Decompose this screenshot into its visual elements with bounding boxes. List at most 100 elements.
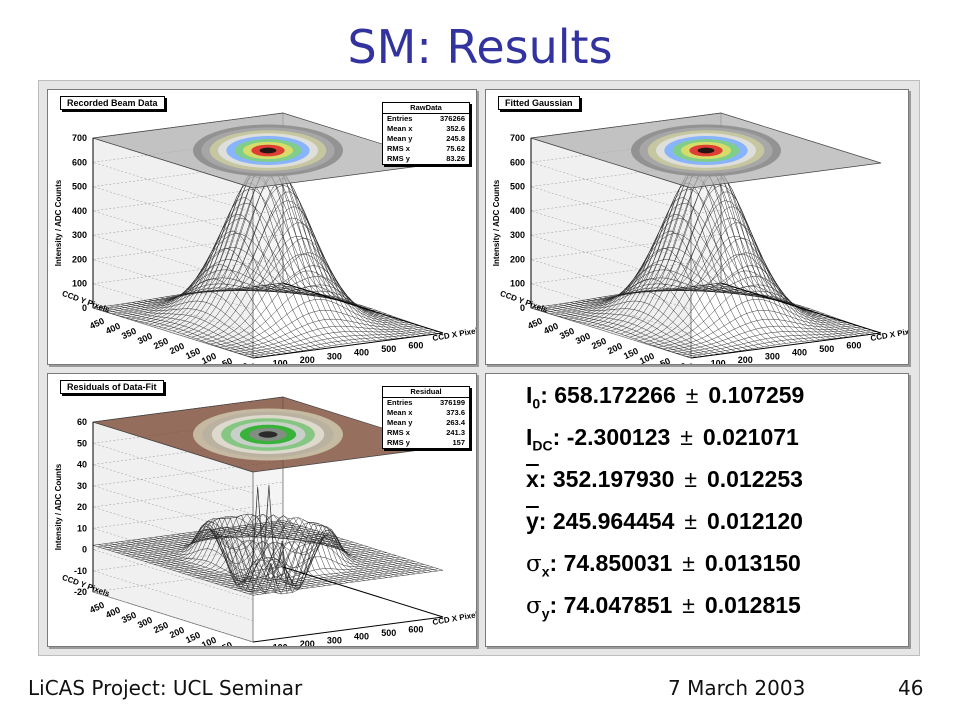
y-tick-label: 150 xyxy=(622,346,640,361)
z-tick-label: 400 xyxy=(72,206,87,216)
z-tick-label: 200 xyxy=(72,254,87,264)
mesh-line-y xyxy=(255,286,416,337)
stats-box-name: Residual xyxy=(383,387,469,398)
stats-row: Mean x 352.6 xyxy=(387,124,465,133)
y-tick-label: 400 xyxy=(104,321,122,336)
y-tick-label: 150 xyxy=(184,630,202,645)
mesh-line-y xyxy=(221,514,382,579)
y-tick-label: 250 xyxy=(152,336,170,351)
y-tick-label: 0 xyxy=(679,361,688,364)
z-tick-label: 700 xyxy=(72,133,87,143)
mesh-line-y xyxy=(215,513,376,580)
stats-row: RMS x 75.62 xyxy=(387,144,465,153)
z-tick-label: 100 xyxy=(72,279,87,289)
mesh-line-x xyxy=(578,233,769,322)
mesh-line-x xyxy=(130,516,321,558)
mesh-line-x xyxy=(530,282,722,309)
z-tick-label: 500 xyxy=(510,182,525,192)
mesh-line-y xyxy=(665,238,826,340)
mesh-line-x xyxy=(592,188,783,326)
fit-result-row: IDC: -2.300123 ±0.021071 xyxy=(526,424,799,454)
z-tick-label: -10 xyxy=(74,566,87,576)
fit-result-row: I0: 658.172266 ±0.107259 xyxy=(526,382,804,412)
stats-box-name: RawData xyxy=(383,103,469,114)
mesh-line-x xyxy=(252,570,444,596)
plot-title: Fitted Gaussian xyxy=(498,96,580,110)
mesh-line-y xyxy=(238,522,399,577)
x-tick-label: 500 xyxy=(381,344,396,354)
y-tick-label: 450 xyxy=(88,316,106,331)
param-value: 245.964454 xyxy=(552,508,675,534)
mesh-line-x xyxy=(121,528,312,555)
mesh-line-x xyxy=(554,283,745,316)
z-tick-label: 0 xyxy=(520,303,525,313)
y-tick-label: 100 xyxy=(200,635,218,646)
y-tick-label: 350 xyxy=(120,610,138,625)
footer-date: 7 March 2003 xyxy=(668,676,806,700)
figure-canvas: 0 100 200 300 400 500 600 700 Intensity / ADC Co… xyxy=(38,80,920,656)
x-tick-label: 600 xyxy=(408,625,423,635)
mesh-line-y xyxy=(698,285,859,337)
mesh-line-x xyxy=(163,519,354,586)
mesh-line-y xyxy=(260,522,421,574)
x-tick-label: 200 xyxy=(300,355,315,364)
z-tick-label: 200 xyxy=(510,254,525,264)
param-error: 0.012253 xyxy=(707,466,803,492)
mesh-line-x xyxy=(92,520,284,546)
y-tick-label: 100 xyxy=(638,351,656,364)
stats-row: RMS y 157 xyxy=(387,438,465,447)
floor-edge xyxy=(252,282,444,359)
mesh-line-x xyxy=(140,233,331,322)
mesh-line-y xyxy=(232,252,393,340)
mesh-line-y xyxy=(260,285,421,337)
mesh-line-y xyxy=(232,517,393,578)
surface-mesh xyxy=(530,160,882,359)
z-tick-label: 300 xyxy=(72,230,87,240)
mesh-line-y xyxy=(648,191,809,342)
mesh-line-x xyxy=(116,527,307,553)
mesh-line-x xyxy=(125,527,316,556)
page-number: 46 xyxy=(898,676,924,700)
y-tick-label: 100 xyxy=(200,351,218,364)
param-colon: : xyxy=(538,466,553,492)
panel-recorded-beam: 0 100 200 300 400 500 600 700 Intensity / ADC Co… xyxy=(47,89,477,365)
x-tick-label: 200 xyxy=(738,355,753,364)
contour-ring xyxy=(259,147,277,154)
z-tick-label: 0 xyxy=(82,303,87,313)
mesh-line-x xyxy=(154,188,345,326)
y-tick-label: 450 xyxy=(88,600,106,615)
mesh-line-x xyxy=(116,283,307,316)
mesh-line-y xyxy=(92,545,254,596)
z-tick-label: 30 xyxy=(77,481,87,491)
param-error: 0.012815 xyxy=(704,592,801,618)
slide-title: SM: Results xyxy=(347,20,613,74)
param-colon: : xyxy=(549,592,564,618)
mesh-line-x xyxy=(135,513,326,559)
y-tick-label: 200 xyxy=(168,341,186,356)
param-value: 352.197930 xyxy=(552,466,675,492)
x-tick-label: 300 xyxy=(765,351,780,361)
param-symbol: I xyxy=(526,382,533,408)
mesh-line-y xyxy=(210,191,371,342)
z-tick-label: 0 xyxy=(82,545,87,555)
mesh-line-y xyxy=(266,522,427,573)
z-tick-label: 20 xyxy=(77,502,87,512)
contour-ring xyxy=(258,431,278,438)
stats-row: Mean y 263.4 xyxy=(387,418,465,427)
mesh-line-y xyxy=(693,286,854,337)
x-tick-label: 400 xyxy=(354,348,369,358)
x-axis-label: CCD X Pixels xyxy=(432,325,476,343)
param-value: 74.047851 xyxy=(563,592,673,618)
x-tick-label: 0 xyxy=(250,362,255,364)
fit-result-row: σx: 74.850031 ±0.013150 xyxy=(526,550,801,580)
mesh-line-x xyxy=(568,259,759,320)
x-tick-label: 500 xyxy=(819,344,834,354)
x-axis-label: CCD X Pixels xyxy=(870,325,908,343)
stats-row: RMS y 83.26 xyxy=(387,154,465,163)
mesh-line-x xyxy=(111,287,302,314)
contour-ring xyxy=(697,147,715,154)
param-subscript: 0 xyxy=(532,395,541,412)
